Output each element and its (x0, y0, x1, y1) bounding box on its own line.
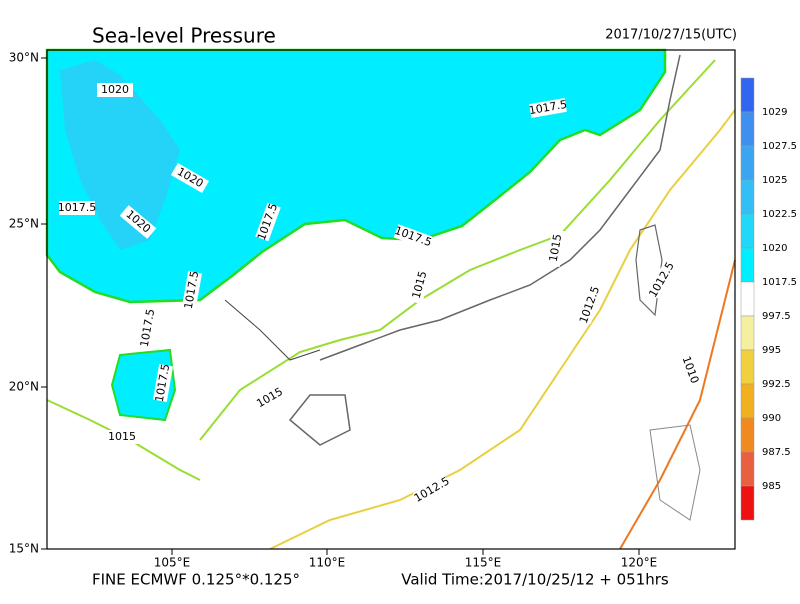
colorbar-swatch (740, 145, 755, 181)
contour-label-bg (104, 430, 140, 444)
colorbar-swatch (740, 485, 755, 521)
colorbar-label: 985 (762, 481, 781, 492)
contour-label-bg (152, 364, 174, 402)
footer-left: FINE ECMWF 0.125°*0.125° (92, 571, 300, 589)
colorbar-label: 1025 (762, 175, 787, 186)
colorbar-label: 992.5 (762, 379, 791, 390)
colorbar-label: 1027.5 (762, 141, 797, 152)
colorbar-label: 1017.5 (762, 277, 797, 288)
contour-label-bg (646, 260, 678, 300)
colorbar-swatch (740, 451, 755, 487)
contour-label: 1020 (97, 83, 133, 97)
contour-label-bg (137, 309, 159, 347)
footer-right: Valid Time:2017/10/25/12 + 051hrs (401, 571, 669, 589)
colorbar-label: 990 (762, 413, 781, 424)
timestamp: 2017/10/27/15(UTC) (605, 28, 737, 43)
contour-label-bg (677, 350, 703, 390)
colorbar-swatch (740, 383, 755, 419)
title: Sea-level Pressure (92, 24, 276, 48)
contour-label: 1017.5 (137, 308, 159, 348)
colorbar-swatch (740, 281, 755, 317)
contour-label-bg (59, 201, 95, 215)
lon-label: 115°E (465, 556, 502, 570)
contour-label: 1015 (545, 229, 567, 267)
contour-label-bg (181, 271, 203, 309)
contour-label-bg (577, 285, 603, 325)
lon-label: 110°E (309, 556, 346, 570)
contour-label: 1017.5 (58, 201, 97, 215)
contour-label-text: 1020 (101, 83, 129, 96)
colorbar-swatch (740, 247, 755, 283)
contour-label: 1015 (104, 430, 140, 444)
lat-label: 20°N (9, 380, 39, 394)
lat-label: 25°N (9, 217, 39, 231)
contour-label-bg (412, 474, 452, 506)
contour-label-bg (529, 97, 567, 119)
map-area (45, 48, 736, 550)
colorbar-swatch (740, 315, 755, 351)
lat-label: 15°N (9, 542, 39, 556)
colorbar-label: 1020 (762, 243, 787, 254)
contour-label-bg (545, 229, 567, 267)
colorbar-swatch (740, 417, 755, 453)
contour-label-text: 1015 (547, 233, 565, 263)
colorbar-label: 995 (762, 345, 781, 356)
contour-label-bg (119, 205, 157, 239)
contour-label: 1017.5 (152, 363, 174, 403)
lon-label: 120°E (621, 556, 658, 570)
contour-label-bg (255, 202, 281, 242)
colorbar-swatch (740, 349, 755, 385)
colorbar-label: 1029 (762, 107, 787, 118)
contour-label: 1015 (408, 265, 432, 305)
colorbar-swatch (740, 77, 755, 113)
colorbar-swatch (740, 111, 755, 147)
contour-label: 1017.5 (528, 97, 568, 119)
contour-label-bg (250, 382, 290, 414)
contour-label-bg (170, 162, 210, 194)
colorbar-label: 987.5 (762, 447, 791, 458)
colorbar-swatch (740, 213, 755, 249)
contour-label-bg (393, 224, 433, 250)
contour-label-bg (97, 83, 133, 97)
contour-label-text: 1015 (108, 430, 136, 443)
contour-label-text: 1017.5 (58, 201, 97, 214)
lat-label: 30°N (9, 51, 39, 65)
contour-label: 1017.5 (181, 270, 203, 310)
lon-label: 105°E (154, 556, 191, 570)
contour-label: 1020 (170, 162, 210, 194)
contour-label-bg (408, 265, 432, 305)
colorbar-label: 1022.5 (762, 209, 797, 220)
colorbar-label: 997.5 (762, 311, 791, 322)
colorbar-swatch (740, 179, 755, 215)
